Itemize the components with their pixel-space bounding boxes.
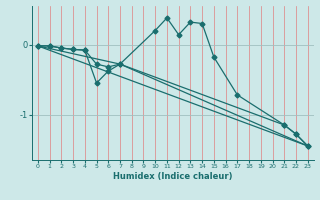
X-axis label: Humidex (Indice chaleur): Humidex (Indice chaleur) (113, 172, 233, 181)
